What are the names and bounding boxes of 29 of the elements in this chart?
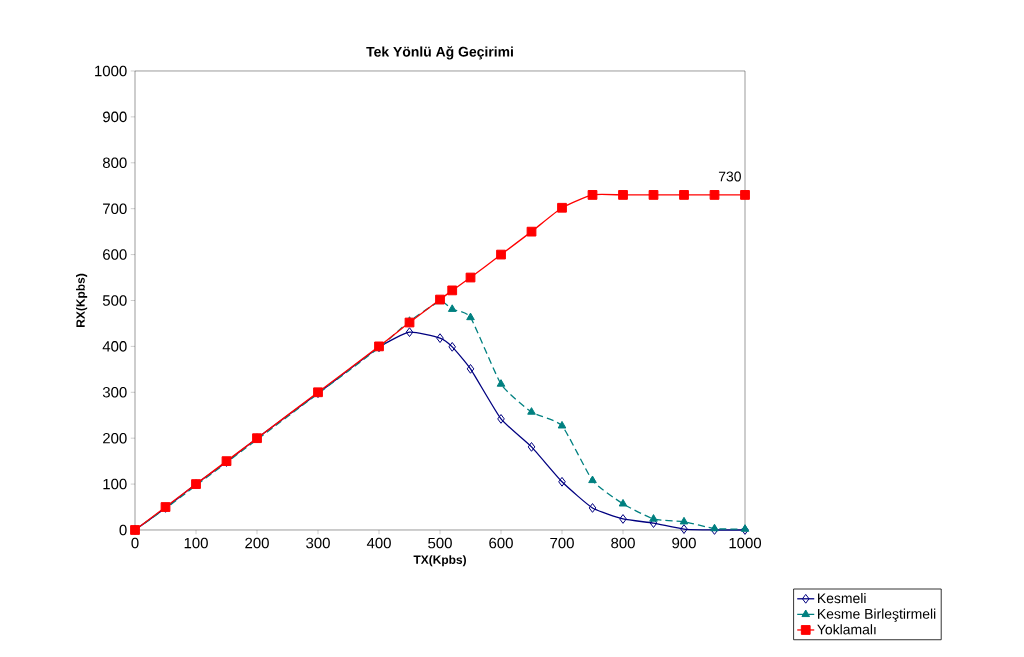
y-tick-label: 100 xyxy=(103,478,127,490)
y-tick-label: 600 xyxy=(103,249,127,260)
x-tick-label: 900 xyxy=(672,537,696,549)
y-tick-label: 200 xyxy=(103,432,127,444)
y-axis-title: RX(Kpbs) xyxy=(76,273,88,327)
legend-label: Yoklamalı xyxy=(817,624,876,635)
y-tick-label: 400 xyxy=(102,341,127,352)
annotation: 730 xyxy=(718,171,741,182)
y-tick-label: 1000 xyxy=(95,65,127,77)
legend-label: Kesme Birleştirmeli xyxy=(818,608,936,622)
y-tick-label: 800 xyxy=(102,157,127,169)
legend-label: Kesmeli xyxy=(818,592,866,604)
x-tick-label: 100 xyxy=(184,537,208,549)
chart-title: Tek Yönlü Ağ Geçirimi xyxy=(366,46,513,60)
x-tick-label: 0 xyxy=(131,537,139,549)
x-tick-label: 500 xyxy=(428,537,452,549)
x-tick-label: 200 xyxy=(245,537,269,549)
y-tick-label: 500 xyxy=(102,295,127,306)
x-tick-label: 400 xyxy=(366,537,391,549)
y-tick-label: 900 xyxy=(103,111,127,123)
x-tick-label: 800 xyxy=(611,537,635,549)
x-tick-label: 300 xyxy=(306,537,330,549)
y-tick-label: 300 xyxy=(102,386,127,398)
x-tick-label: 700 xyxy=(550,537,574,549)
x-tick-label: 600 xyxy=(489,537,513,549)
y-tick-label: 700 xyxy=(103,203,127,214)
x-axis-title: TX(Kpbs) xyxy=(413,555,466,567)
x-tick-label: 1000 xyxy=(729,537,762,549)
y-tick-label: 0 xyxy=(119,524,127,536)
